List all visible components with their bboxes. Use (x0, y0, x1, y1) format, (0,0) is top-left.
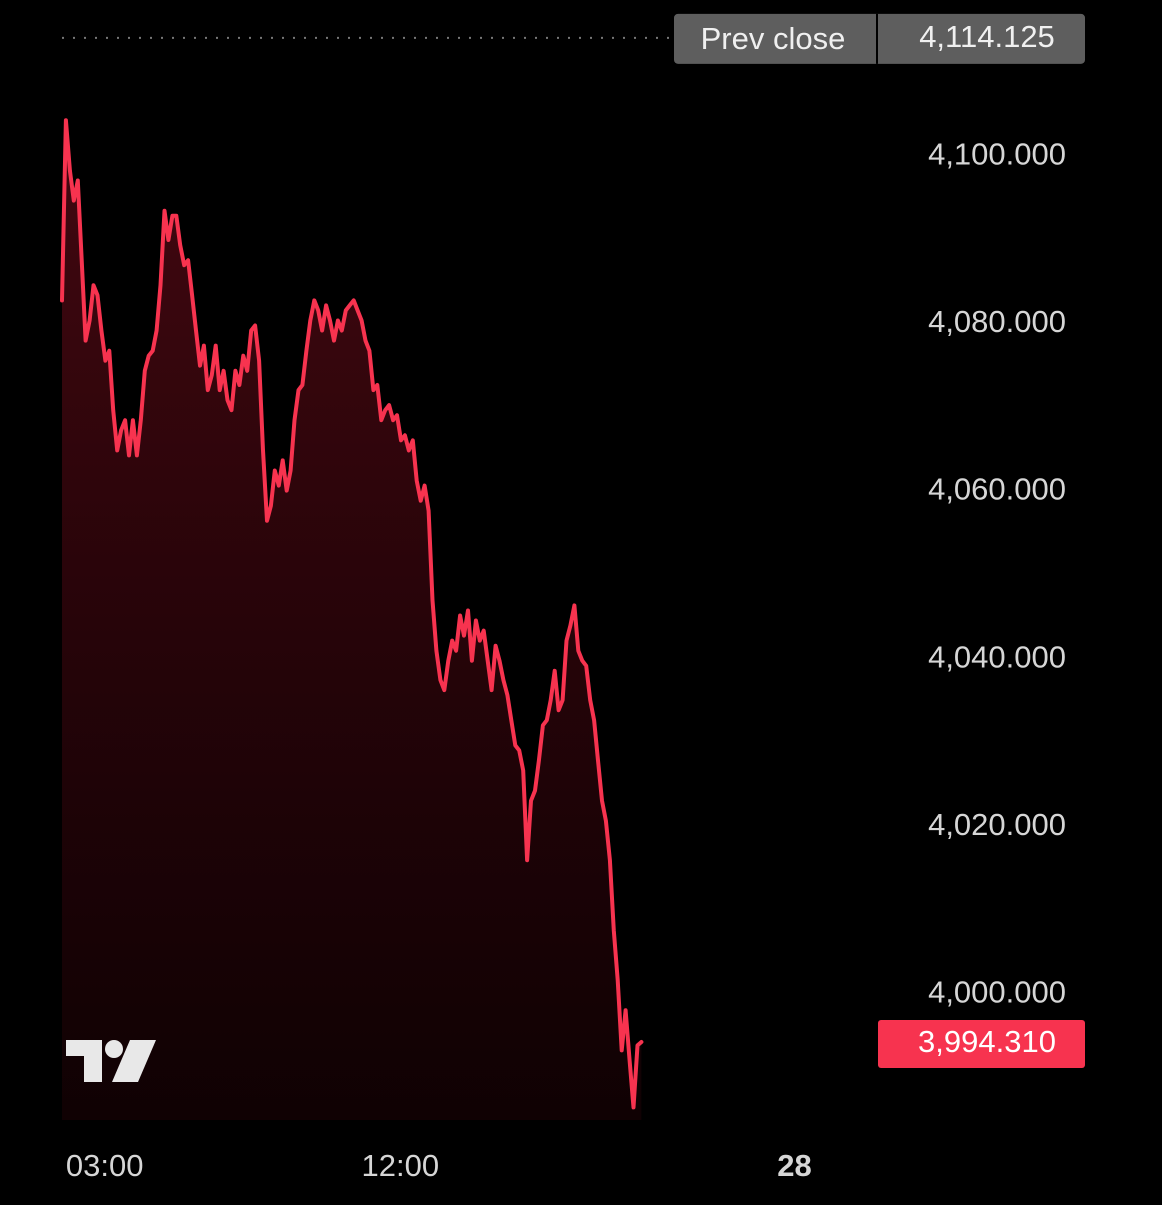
x-tick-label: 03:00 (66, 1148, 144, 1183)
y-tick-label: 4,060.000 (928, 472, 1066, 507)
price-line (60, 118, 644, 1110)
last-price-label: 3,994.310 (918, 1024, 1056, 1059)
tradingview-logo (66, 1040, 156, 1082)
prev-close-value: 4,114.125 (919, 19, 1055, 54)
prev-close-box (674, 13, 1085, 64)
x-tick-label: 12:00 (362, 1148, 440, 1183)
y-tick-label: 4,080.000 (928, 304, 1066, 339)
y-tick-label: 4,000.000 (928, 974, 1066, 1009)
x-tick-label: 28 (777, 1148, 811, 1183)
y-tick-label: 4,100.000 (928, 136, 1066, 171)
y-tick-label: 4,040.000 (928, 639, 1066, 674)
area-fill (62, 120, 642, 1120)
last-price-box (878, 1019, 1085, 1068)
prev-close-label: Prev close (701, 21, 846, 56)
y-tick-label: 4,020.000 (928, 807, 1066, 842)
